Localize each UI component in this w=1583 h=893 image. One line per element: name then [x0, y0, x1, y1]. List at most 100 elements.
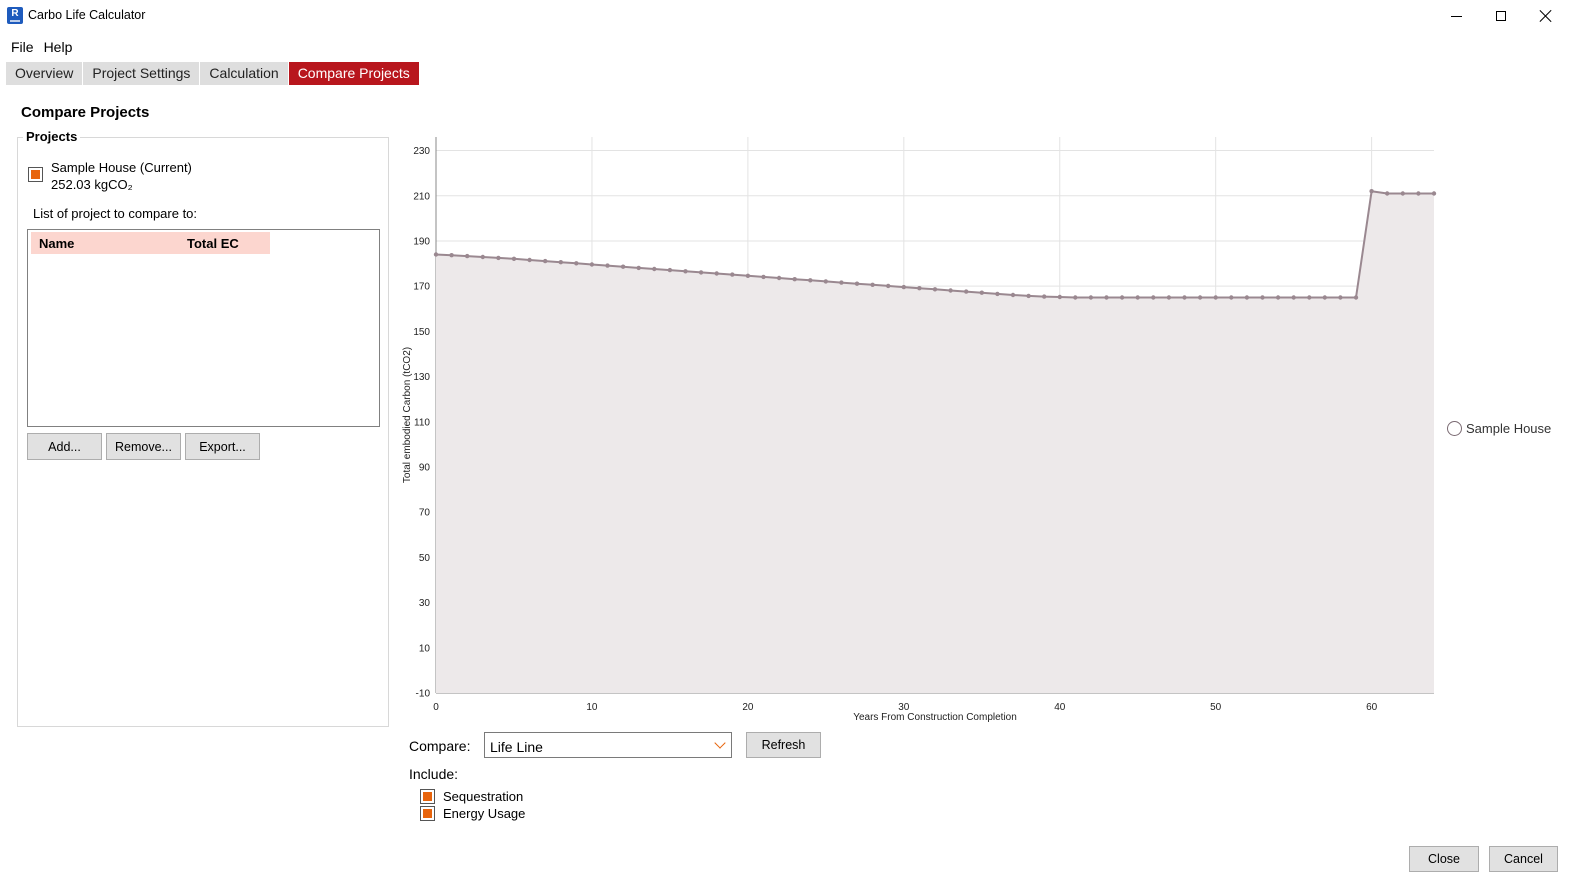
current-project-checkbox[interactable] [28, 167, 43, 182]
data-point [683, 269, 688, 274]
y-tick-label: 230 [413, 146, 430, 157]
data-point [465, 253, 470, 259]
tab-compare-projects[interactable]: Compare Projects [288, 62, 419, 85]
data-point [1400, 191, 1405, 196]
data-point [1431, 191, 1437, 196]
column-header-name[interactable]: Name [39, 235, 75, 251]
data-point [1353, 295, 1359, 300]
data-point [511, 256, 517, 261]
tab-project-settings[interactable]: Project Settings [83, 62, 200, 85]
series-area [436, 191, 1434, 693]
data-point [901, 284, 906, 290]
data-point [1213, 295, 1218, 300]
data-point [917, 286, 922, 291]
y-axis-label: Total embodied Carbon (tCO2) [402, 347, 413, 483]
x-tick-label: 10 [586, 702, 598, 713]
data-point [839, 280, 844, 285]
data-point [761, 274, 766, 280]
add-project-button[interactable]: Add... [27, 433, 102, 460]
data-point [823, 279, 828, 284]
data-point [543, 258, 548, 264]
data-point [667, 267, 673, 273]
compare-dropdown[interactable]: Life Line [484, 732, 732, 758]
data-point [1338, 295, 1343, 300]
data-point [1151, 295, 1156, 300]
data-point [698, 270, 704, 275]
data-point [1010, 292, 1016, 298]
x-axis-label: Years From Construction Completion [853, 712, 1017, 723]
data-point [1322, 295, 1327, 300]
data-point [496, 255, 501, 261]
y-tick-label: 90 [419, 462, 431, 473]
refresh-button[interactable]: Refresh [746, 732, 821, 758]
data-point [1197, 295, 1203, 300]
current-project-name: Sample House (Current) [51, 160, 192, 175]
data-point [854, 281, 860, 286]
data-point [574, 261, 579, 266]
title-bar: R Carbo Life Calculator [0, 0, 1583, 32]
y-tick-label: 150 [413, 327, 430, 338]
data-point [636, 265, 641, 271]
data-point [1229, 295, 1234, 300]
legend-label: Sample House [1466, 421, 1552, 436]
y-tick-label: 110 [414, 417, 430, 428]
page-title: Compare Projects [21, 104, 150, 121]
remove-project-button[interactable]: Remove... [106, 433, 181, 460]
data-point [1088, 295, 1094, 300]
menu-file[interactable]: File [11, 39, 34, 55]
data-point [1073, 295, 1078, 300]
tab-overview[interactable]: Overview [6, 62, 83, 85]
data-point [605, 263, 610, 268]
data-point [480, 254, 485, 260]
compare-projects-list[interactable]: Name Total EC [27, 229, 380, 427]
data-point [1385, 191, 1390, 196]
compare-label: Compare: [409, 738, 471, 754]
maximize-button[interactable] [1478, 0, 1524, 32]
data-point [979, 290, 984, 295]
y-tick-label: 170 [413, 282, 430, 293]
chevron-down-icon [714, 737, 726, 749]
close-button[interactable]: Close [1409, 846, 1479, 872]
data-point [1416, 191, 1421, 196]
y-tick-label: 50 [419, 553, 431, 564]
data-point [948, 288, 953, 293]
y-tick-label: 10 [419, 643, 431, 654]
compare-list-label: List of project to compare to: [33, 206, 198, 221]
data-point [1369, 189, 1374, 194]
energy-usage-checkbox[interactable] [420, 806, 435, 821]
minimize-button[interactable] [1433, 0, 1479, 32]
data-point [995, 291, 1000, 297]
sequestration-checkbox[interactable] [420, 789, 435, 804]
y-tick-label: 210 [413, 191, 430, 202]
data-point [1119, 295, 1125, 300]
window-title: Carbo Life Calculator [28, 8, 146, 22]
x-tick-label: 60 [1366, 702, 1378, 713]
menu-bar: File Help [0, 36, 78, 58]
life-line-chart: -10 10 30 50 70 90 110 130 150 170 190 210 230 0 10 20 3… [402, 137, 1437, 723]
cancel-button[interactable]: Cancel [1489, 846, 1558, 872]
data-point [808, 278, 813, 283]
data-point [932, 287, 938, 292]
minimize-icon [1450, 15, 1462, 17]
data-point [714, 271, 719, 276]
data-point [1166, 295, 1172, 300]
menu-help[interactable]: Help [43, 39, 73, 55]
current-project-value: 252.03 kgCO₂ [51, 177, 133, 192]
app-icon: R [7, 7, 23, 24]
x-tick-label: 40 [1054, 702, 1066, 713]
data-point [886, 283, 891, 289]
data-point [652, 266, 657, 272]
data-point [433, 252, 439, 257]
column-header-total-ec[interactable]: Total EC [187, 235, 239, 251]
data-point [620, 264, 626, 269]
maximize-icon [1496, 11, 1506, 21]
close-window-button[interactable] [1523, 0, 1569, 32]
data-point [1291, 295, 1296, 300]
data-point [1182, 295, 1187, 300]
compare-dropdown-value: Life Line [490, 739, 543, 755]
x-tick-label: 30 [898, 702, 910, 713]
energy-usage-label: Energy Usage [443, 806, 526, 821]
chart-legend: Sample House [1447, 421, 1551, 436]
tab-calculation[interactable]: Calculation [200, 62, 288, 85]
export-button[interactable]: Export... [185, 433, 260, 460]
